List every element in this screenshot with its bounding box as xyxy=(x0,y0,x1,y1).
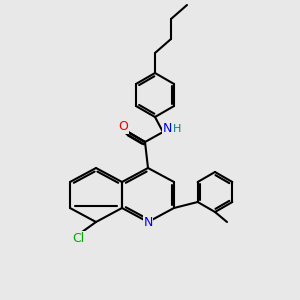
Text: H: H xyxy=(173,124,181,134)
Text: N: N xyxy=(162,122,172,134)
Text: O: O xyxy=(118,121,128,134)
Text: Cl: Cl xyxy=(72,232,84,244)
Text: N: N xyxy=(143,215,153,229)
